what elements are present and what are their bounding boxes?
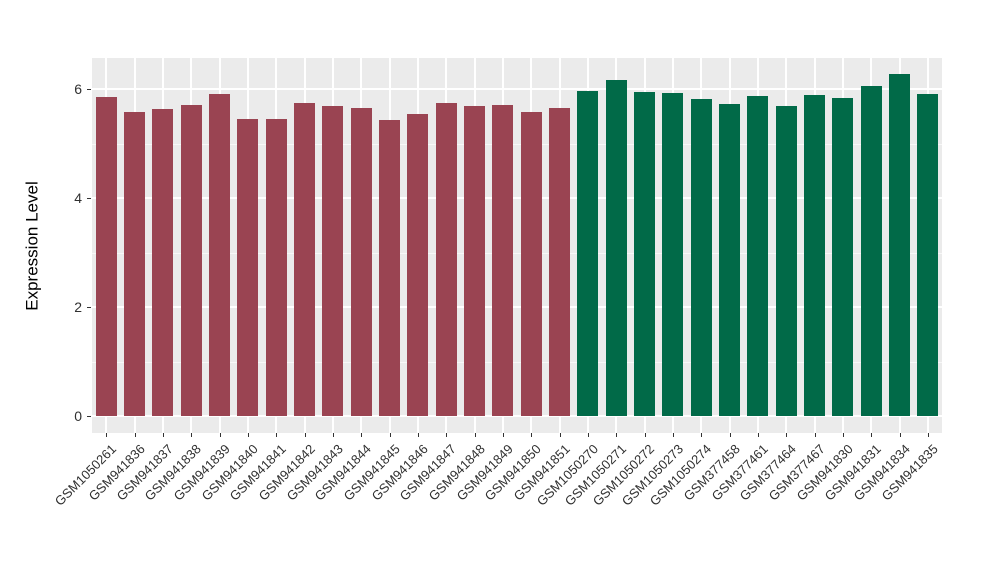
y-tick-mark: [87, 307, 91, 308]
bar-GSM377467: [804, 94, 825, 416]
gridline-horizontal-minor: [92, 252, 942, 254]
bar-GSM941844: [350, 107, 372, 416]
bar-GSM1050271: [605, 79, 627, 416]
x-tick-mark: [304, 433, 306, 437]
gridline-horizontal-major: [92, 415, 942, 417]
x-tick-mark: [559, 433, 561, 437]
bar-GSM941840: [237, 118, 259, 416]
x-tick-mark: [446, 433, 448, 437]
bar-GSM377461: [747, 96, 769, 416]
bar-GSM1050274: [690, 99, 712, 416]
x-tick-mark: [786, 433, 788, 437]
bar-GSM1050273: [662, 92, 684, 416]
x-tick-mark: [814, 433, 816, 437]
x-tick-mark: [701, 433, 703, 437]
bar-GSM941845: [379, 120, 400, 416]
x-tick-mark: [672, 433, 674, 437]
gridline-horizontal-major: [92, 88, 942, 90]
x-tick-mark: [276, 433, 278, 437]
bar-GSM941838: [180, 105, 202, 416]
y-tick-label: 6: [74, 81, 82, 97]
x-tick-mark: [927, 433, 929, 437]
bar-GSM941841: [265, 118, 287, 416]
x-tick-mark: [389, 433, 391, 437]
bar-GSM941835: [917, 94, 939, 416]
x-tick-mark: [332, 433, 334, 437]
x-tick-mark: [644, 433, 646, 437]
bar-GSM941850: [520, 112, 542, 416]
y-tick-mark: [87, 416, 91, 417]
gridline-horizontal-major: [92, 197, 942, 199]
bar-GSM941851: [549, 108, 570, 416]
gridline-horizontal-major: [92, 306, 942, 308]
x-tick-mark: [191, 433, 193, 437]
gridline-horizontal-minor: [92, 361, 942, 363]
bar-GSM941843: [322, 106, 344, 416]
x-tick-mark: [417, 433, 419, 437]
bar-GSM941834: [889, 73, 910, 416]
bar-GSM941839: [209, 94, 230, 416]
y-tick-mark: [87, 89, 91, 90]
x-tick-mark: [531, 433, 533, 437]
x-tick-mark: [106, 433, 108, 437]
bar-GSM1050272: [634, 91, 655, 416]
bar-GSM941848: [464, 105, 485, 416]
bar-GSM941842: [294, 102, 315, 416]
bar-GSM377464: [775, 105, 797, 416]
bar-GSM941836: [124, 112, 145, 416]
bar-GSM941846: [407, 114, 429, 416]
gridline-horizontal-minor: [92, 143, 942, 145]
bar-GSM1050261: [95, 96, 117, 416]
x-tick-mark: [871, 433, 873, 437]
y-axis-title: Expression Level: [20, 58, 46, 433]
bar-GSM941830: [832, 97, 854, 416]
x-tick-mark: [729, 433, 731, 437]
bar-GSM941849: [492, 105, 514, 416]
x-tick-mark: [842, 433, 844, 437]
y-tick-label: 0: [74, 408, 82, 424]
y-tick-mark: [87, 198, 91, 199]
x-tick-mark: [247, 433, 249, 437]
bar-GSM1050270: [577, 90, 599, 416]
y-tick-label: 2: [74, 299, 82, 315]
x-tick-mark: [162, 433, 164, 437]
x-tick-mark: [899, 433, 901, 437]
x-tick-mark: [587, 433, 589, 437]
x-tick-mark: [134, 433, 136, 437]
x-tick-mark: [616, 433, 618, 437]
x-tick-mark: [757, 433, 759, 437]
bar-GSM941837: [152, 109, 174, 416]
y-axis-title-text: Expression Level: [23, 180, 42, 311]
x-tick-mark: [502, 433, 504, 437]
plot-panel: [92, 58, 942, 433]
bar-GSM941847: [435, 103, 457, 416]
bar-GSM377458: [719, 103, 740, 416]
bar-GSM941831: [860, 85, 882, 416]
x-tick-mark: [219, 433, 221, 437]
x-tick-mark: [361, 433, 363, 437]
x-tick-mark: [474, 433, 476, 437]
y-tick-label: 4: [74, 190, 82, 206]
